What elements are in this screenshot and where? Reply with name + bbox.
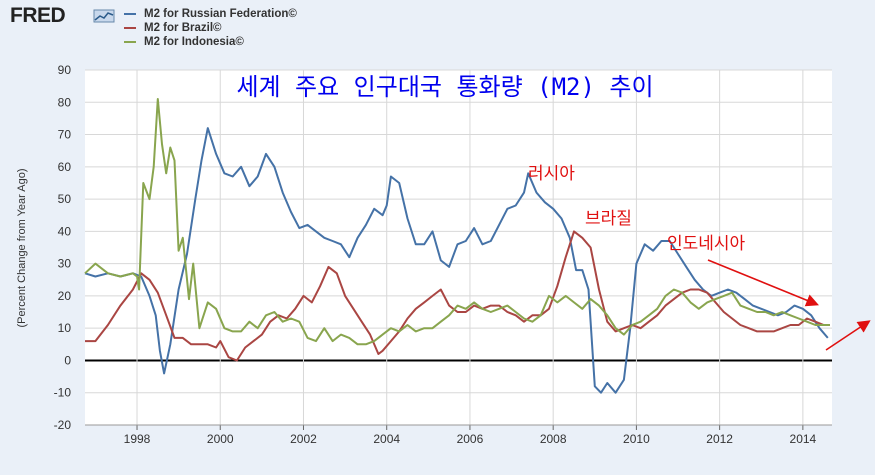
annotation-brazil: 브라질 [585, 209, 632, 229]
legend-swatch-brazil [124, 27, 136, 29]
y-tick-label: -20 [54, 418, 72, 432]
y-tick-label: 50 [58, 192, 72, 206]
y-tick-label: 10 [58, 321, 72, 335]
x-tick-label: 2014 [790, 432, 817, 446]
legend-label-brazil: M2 for Brazil© [144, 22, 222, 34]
x-tick-label: 2006 [457, 432, 484, 446]
y-tick-label: 80 [58, 95, 72, 109]
y-tick-label: 70 [58, 128, 72, 142]
legend-swatch-russia [124, 13, 136, 15]
y-tick-label: -10 [54, 386, 72, 400]
legend: M2 for Russian Federation© M2 for Brazil… [124, 7, 297, 49]
fred-logo: FRED [10, 4, 66, 27]
x-tick-label: 2002 [290, 432, 317, 446]
y-tick-label: 40 [58, 224, 72, 238]
legend-item-brazil: M2 for Brazil© [124, 21, 297, 35]
annotation-russia: 러시아 [528, 164, 575, 184]
x-tick-label: 2012 [706, 432, 733, 446]
x-tick-label: 2004 [373, 432, 400, 446]
y-tick-label: 90 [58, 63, 72, 77]
legend-swatch-indonesia [124, 41, 136, 43]
legend-label-russia: M2 for Russian Federation© [144, 8, 297, 20]
series-line-brazil [85, 230, 830, 362]
x-tick-label: 2010 [623, 432, 650, 446]
plot-area [85, 70, 832, 425]
y-tick-label: 30 [58, 257, 72, 271]
y-tick-label: 20 [58, 289, 72, 303]
x-tick-label: 2000 [207, 432, 234, 446]
y-axis-label: (Percent Change from Year Ago) [16, 169, 28, 328]
x-tick-label: 2008 [540, 432, 567, 446]
legend-item-indonesia: M2 for Indonesia© [124, 35, 297, 49]
chart-title: 세계 주요 인구대국 통화량 (M2) 추이 [236, 73, 653, 101]
annotation-arrow-upper [707, 259, 819, 307]
x-tick-label: 1998 [124, 432, 151, 446]
legend-item-russia: M2 for Russian Federation© [124, 7, 297, 21]
series-line-indonesia [84, 98, 830, 346]
annotation-arrow-lower [825, 320, 871, 351]
y-tick-label: 0 [64, 353, 71, 367]
y-tick-label: 60 [58, 160, 72, 174]
chart-line-icon [93, 9, 115, 23]
legend-label-indonesia: M2 for Indonesia© [144, 36, 244, 48]
series-line-russia [84, 127, 829, 394]
annotation-indonesia: 인도네시아 [667, 234, 746, 254]
